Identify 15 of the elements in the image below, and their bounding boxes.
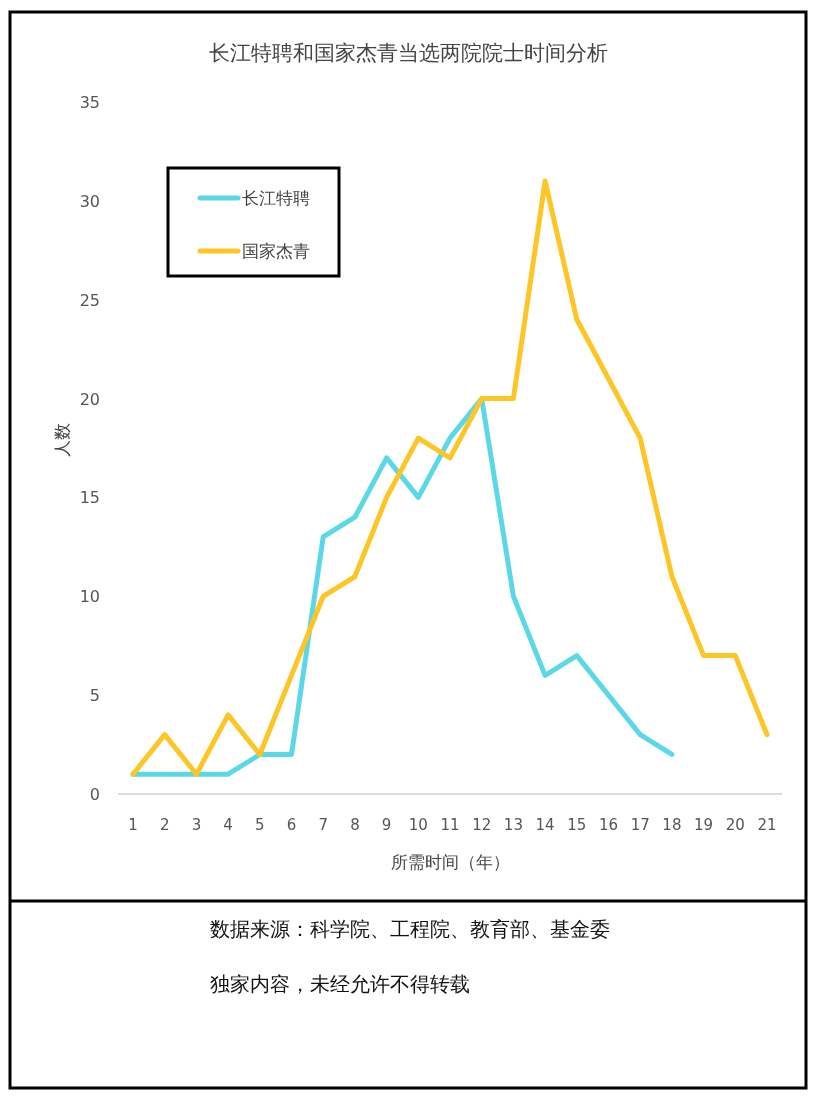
y-tick-label: 5	[89, 686, 100, 706]
y-tick-label: 30	[79, 191, 100, 211]
y-tick-label: 35	[79, 93, 100, 112]
y-tick-label: 0	[89, 785, 100, 804]
chart-title: 长江特聘和国家杰青当选两院院士时间分析	[208, 41, 608, 65]
y-tick-label: 10	[79, 587, 100, 607]
legend-label: 长江特聘	[242, 188, 310, 208]
legend-label: 国家杰青	[242, 241, 310, 261]
source-note: 数据来源：科学院、工程院、教育部、基金委	[210, 917, 610, 941]
x-axis-title: 所需时间（年）	[390, 852, 510, 872]
y-tick-label: 15	[79, 488, 100, 508]
text: 独家内容，未经允许不得转载	[210, 972, 470, 996]
y-tick-label: 20	[79, 389, 100, 409]
y-axis-title: 人数	[52, 423, 72, 457]
y-tick-label: 25	[79, 290, 100, 310]
